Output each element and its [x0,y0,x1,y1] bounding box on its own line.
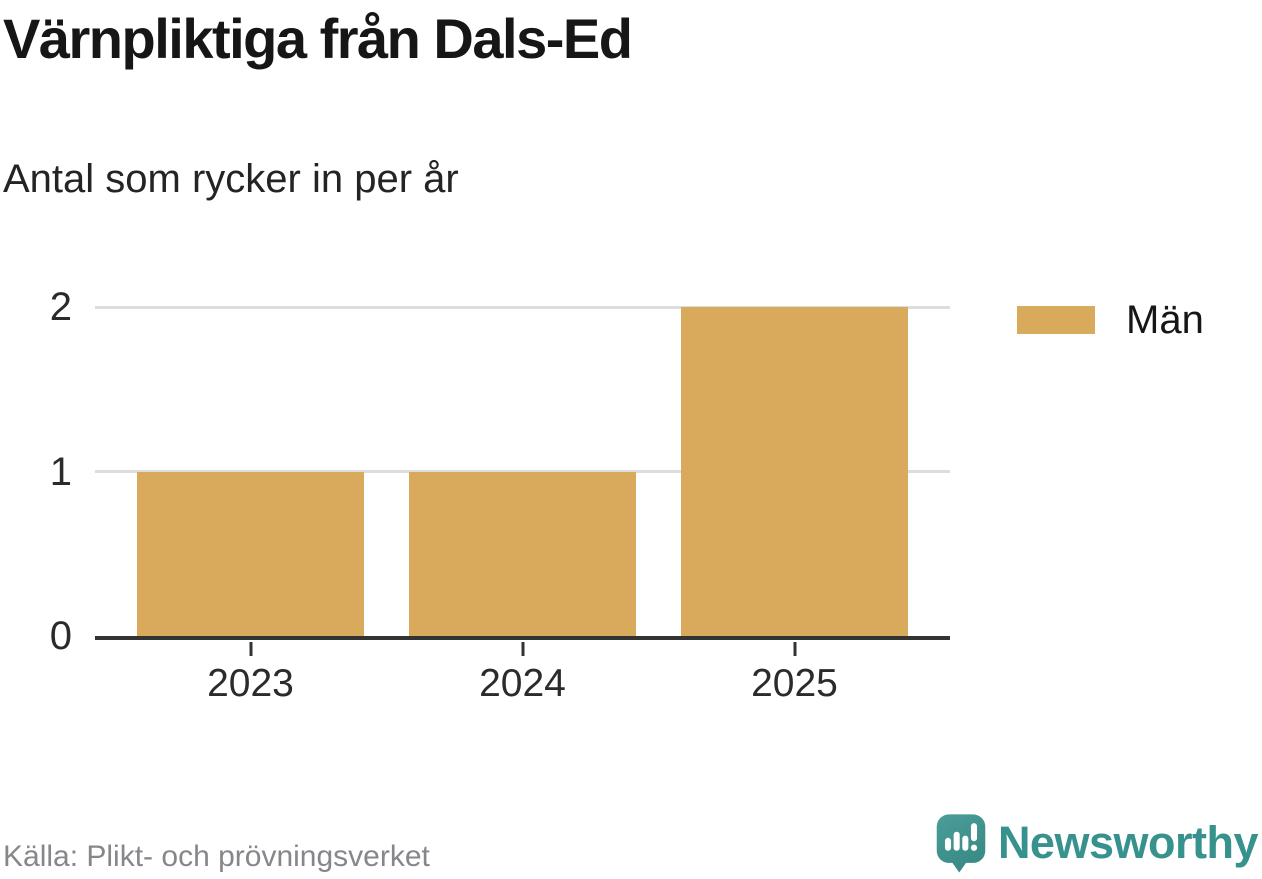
bar-group: 2023 [137,307,364,705]
legend-label: Män [1126,298,1204,342]
brand-logo: Newsworthy [935,812,1259,874]
bar-2023 [137,471,364,636]
y-tick-label: 1 [49,449,72,494]
chart-subtitle: Antal som rycker in per år [3,157,459,201]
plot-area: 2023 2024 2025 [95,305,950,705]
y-tick-label: 0 [49,614,72,658]
legend: Män [1017,300,1204,340]
bars-layer: 2023 2024 2025 [95,307,950,705]
x-tick-mark [249,642,252,656]
y-axis-labels: 0 1 2 [0,287,72,656]
x-tick-label: 2023 [207,662,294,705]
bar-2024 [409,471,636,636]
bar-group: 2024 [409,307,636,705]
source-attribution: Källa: Plikt- och prövningsverket [3,840,430,873]
x-tick-mark [521,642,524,656]
gridline [95,305,950,309]
x-tick-label: 2024 [479,662,566,705]
brand-name: Newsworthy [997,817,1259,868]
x-tick-label: 2025 [751,662,838,705]
bar-group: 2025 [681,307,908,705]
bar-2025 [681,307,908,636]
chart-title: Värnpliktiga från Dals-Ed [3,7,633,70]
legend-swatch [1017,306,1095,334]
y-tick-label: 2 [49,285,72,329]
x-tick-mark [793,642,796,656]
newsworthy-logo-icon [935,812,987,874]
